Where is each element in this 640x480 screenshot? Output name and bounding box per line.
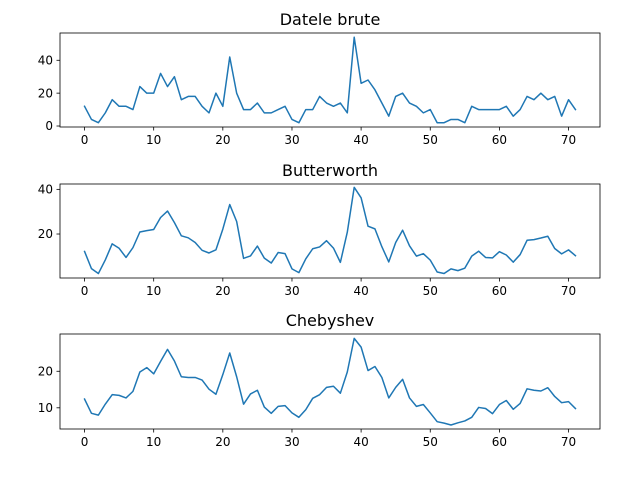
y-tick-label: 20: [38, 86, 53, 100]
y-tick-label: 20: [38, 227, 53, 241]
x-tick-label: 70: [561, 133, 576, 147]
subplot-title: Chebyshev: [286, 311, 375, 330]
x-tick-label: 60: [492, 133, 507, 147]
x-tick-label: 0: [81, 284, 89, 298]
x-tick-label: 10: [146, 133, 161, 147]
x-tick-label: 30: [284, 133, 299, 147]
x-tick-label: 70: [561, 284, 576, 298]
x-tick-label: 20: [215, 133, 230, 147]
series-line: [83, 337, 577, 426]
series-line: [83, 186, 577, 275]
subplot-2: Butterworth 0 10 20 30 40 50 60 70 20 40: [38, 161, 601, 298]
x-tick-label: 0: [81, 133, 89, 147]
x-tick-label: 10: [146, 284, 161, 298]
x-tick-label: 40: [353, 435, 368, 449]
x-tick-label: 30: [284, 435, 299, 449]
x-tick-label: 50: [423, 284, 438, 298]
x-tick-label: 60: [492, 435, 507, 449]
subplot-title: Datele brute: [280, 10, 381, 29]
y-tick-label: 10: [38, 401, 53, 415]
x-tick-label: 70: [561, 435, 576, 449]
x-tick-label: 60: [492, 284, 507, 298]
x-tick-label: 0: [81, 435, 89, 449]
axes-frame: [59, 183, 601, 279]
subplot-title: Butterworth: [282, 161, 378, 180]
axes-frame: [59, 333, 601, 430]
y-tick-label: 40: [38, 183, 53, 197]
axes-frame: [59, 32, 601, 128]
x-tick-label: 50: [423, 435, 438, 449]
x-tick-label: 20: [215, 284, 230, 298]
y-tick-label: 40: [38, 53, 53, 67]
subplot-1: Datele brute 0 10 20 30 40 50 60 70 0 20 40: [38, 10, 601, 147]
x-tick-label: 10: [146, 435, 161, 449]
x-tick-label: 20: [215, 435, 230, 449]
y-tick-label: 20: [38, 364, 53, 378]
y-tick-label: 0: [45, 119, 53, 133]
series-line: [83, 36, 577, 124]
subplot-3: Chebyshev 0 10 20 30 40 50 60 70 10 20: [38, 311, 601, 449]
x-tick-label: 50: [423, 133, 438, 147]
x-tick-label: 30: [284, 284, 299, 298]
x-tick-label: 40: [353, 133, 368, 147]
x-tick-label: 40: [353, 284, 368, 298]
